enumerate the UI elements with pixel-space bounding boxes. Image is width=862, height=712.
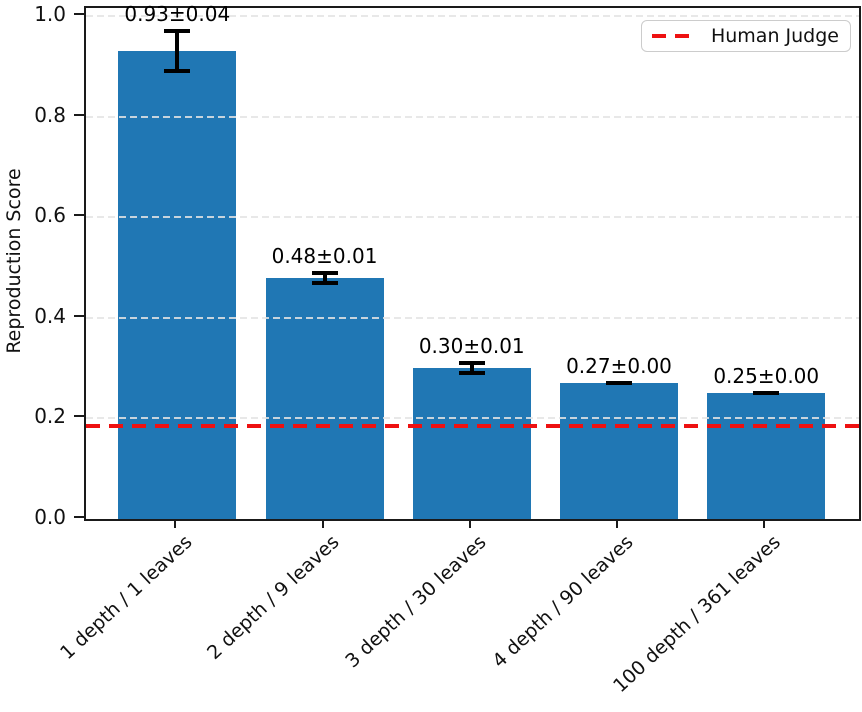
gridline	[86, 115, 859, 118]
bar	[265, 277, 384, 519]
bar-value-label: 0.27±0.00	[566, 354, 672, 379]
y-tick-label: 0.2	[34, 404, 66, 429]
bar	[707, 393, 826, 519]
x-tick-label: 1 depth / 1 leaves	[55, 531, 197, 665]
y-tick-mark	[74, 113, 84, 116]
bar-value-label: 0.25±0.00	[713, 364, 820, 389]
legend-dashed-line-icon	[651, 34, 698, 38]
y-tick-label: 1.0	[34, 2, 66, 26]
x-tick-mark	[763, 519, 766, 528]
x-tick-mark	[468, 519, 471, 528]
x-tick-label: 100 depth / 361 leaves	[609, 531, 786, 698]
x-tick-mark	[321, 519, 324, 528]
error-bar-cap-top	[458, 361, 485, 366]
bar-value-label: 0.30±0.01	[418, 334, 525, 359]
y-tick-mark	[74, 214, 84, 217]
error-bar-line	[175, 31, 180, 72]
error-bar-line	[469, 363, 474, 374]
error-bar-cap-bottom	[458, 371, 485, 376]
legend: Human Judge	[640, 20, 851, 52]
error-bar-cap-bottom	[753, 391, 780, 396]
y-tick-label: 0.6	[34, 203, 66, 228]
gridline	[86, 316, 859, 319]
x-tick-label: 3 depth / 30 leaves	[341, 531, 491, 673]
legend-label: Human Judge	[710, 25, 839, 47]
x-tick-label: 4 depth / 90 leaves	[488, 531, 639, 673]
error-bar-cap-bottom	[164, 69, 191, 74]
x-tick-mark	[174, 519, 177, 528]
error-bar-cap-bottom	[311, 280, 338, 285]
gridline	[86, 417, 859, 420]
bar-value-label: 0.48±0.01	[271, 243, 378, 268]
y-tick-mark	[74, 314, 84, 317]
y-tick-label: 0.8	[34, 102, 66, 127]
bar-value-label: 0.93±0.04	[124, 2, 231, 27]
error-bar-cap-top	[311, 270, 338, 275]
y-tick-mark	[74, 13, 84, 15]
bar	[118, 51, 237, 519]
y-tick-label: 0.4	[34, 303, 66, 328]
y-tick-label: 0.0	[34, 505, 66, 529]
gridline	[86, 15, 859, 17]
y-tick-mark	[74, 516, 84, 518]
gridline	[86, 216, 859, 219]
x-tick-label: 2 depth / 9 leaves	[203, 531, 344, 665]
error-bar-cap-bottom	[606, 381, 632, 386]
plot-area: 0.93±0.04 0.48±0.01 0.30±0.01 0.27±0.00 0.25…	[84, 2, 861, 521]
error-bar-cap-top	[164, 29, 191, 34]
human-judge-reference-line	[86, 423, 859, 428]
bar	[560, 383, 678, 519]
bar	[412, 368, 531, 519]
y-tick-mark	[74, 415, 84, 418]
x-tick-mark	[616, 519, 618, 528]
error-bar-line	[322, 272, 327, 283]
